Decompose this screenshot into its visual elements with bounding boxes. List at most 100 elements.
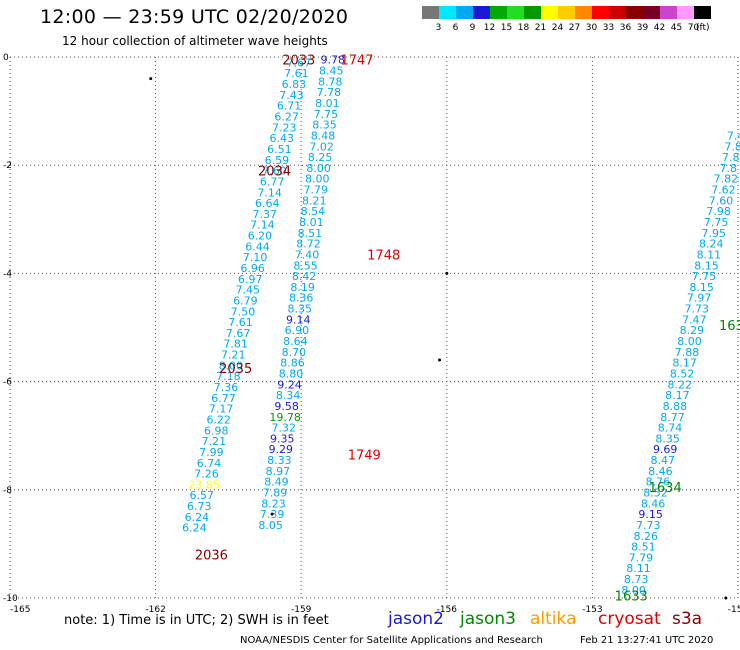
colorbar-swatch <box>490 6 507 19</box>
wave-height-label: 7.32 <box>271 422 296 435</box>
colorbar-swatch <box>643 6 660 19</box>
colorbar-swatch <box>677 6 694 19</box>
wave-height-label: 8.33 <box>267 454 292 467</box>
pass-time-label: 2034 <box>258 165 291 180</box>
wave-height-label: 7.8 <box>724 140 740 153</box>
colorbar-label: 18 <box>517 23 530 33</box>
y-tick-label: -2 <box>3 161 12 171</box>
pass-time-label: 2036 <box>195 549 228 564</box>
wave-height-label: 8.29 <box>680 324 705 337</box>
wave-height-label: 7.43 <box>279 89 304 102</box>
wave-height-label: 6.96 <box>240 262 265 275</box>
colorbar-swatch <box>524 6 541 19</box>
wave-height-label: 6.64 <box>255 197 280 210</box>
pass-time-label: 1633 <box>615 589 648 604</box>
wave-height-label: 7.78 <box>317 86 342 99</box>
island-dot <box>445 271 449 275</box>
wave-height-label: 8.00 <box>305 173 330 186</box>
wave-height-label: 8.45 <box>319 65 344 78</box>
wave-height-label: 6.20 <box>248 230 273 243</box>
y-tick-label: -4 <box>3 269 12 279</box>
colorbar-swatch <box>439 6 456 19</box>
wave-height-label: 8.77 <box>660 411 685 424</box>
wave-height-label: 7.88 <box>675 346 700 359</box>
wave-height-label: 6.79 <box>233 294 258 307</box>
wave-height-label: 7.23 <box>272 121 297 134</box>
wave-height-label: 8.55 <box>293 259 318 272</box>
wave-height-label: 7.75 <box>704 216 729 229</box>
wave-height-label: 6.97 <box>238 273 263 286</box>
mission-cryosat: cryosat <box>598 609 661 629</box>
colorbar-label: 30 <box>585 23 598 33</box>
generated-timestamp: Feb 21 13:27:41 UTC 2020 <box>580 635 714 646</box>
y-tick-label: -6 <box>3 378 12 388</box>
wave-height-label: 6.83 <box>282 78 307 91</box>
wave-height-label: 7.89 <box>263 487 288 500</box>
colorbar-unit: (ft) <box>696 23 710 33</box>
pass-time-label: 2033 <box>282 54 315 69</box>
mission-jason3: jason3 <box>460 609 516 629</box>
wave-height-label: 8.70 <box>282 346 307 359</box>
colorbar-swatch <box>609 6 626 19</box>
wave-height-label: 8.46 <box>641 497 666 510</box>
wave-height-label: 6.77 <box>260 175 285 188</box>
wave-height-label: 8.36 <box>289 292 314 305</box>
wave-height-label: 7.60 <box>709 194 734 207</box>
wave-height-label: 7.95 <box>701 227 726 240</box>
colorbar-label: 6 <box>452 23 459 33</box>
colorbar-swatch <box>473 6 490 19</box>
wave-height-label: 8.34 <box>276 389 301 402</box>
wave-height-label: 19.78 <box>269 411 301 424</box>
x-tick-label: -150 <box>728 605 740 615</box>
wave-height-label: 6.43 <box>270 132 295 145</box>
wave-height-label: 8.00 <box>306 162 331 175</box>
wave-height-label: 7.75 <box>314 108 339 121</box>
colorbar-label: 39 <box>636 23 649 33</box>
wave-height-label: 9.69 <box>653 443 678 456</box>
colorbar-label: 9 <box>469 23 476 33</box>
wave-height-label: 7.62 <box>711 184 736 197</box>
colorbar-label: 24 <box>551 23 564 33</box>
footer-note: note: 1) Time is in UTC; 2) SWH is in fe… <box>64 613 329 628</box>
wave-height-label: 7.21 <box>221 349 246 362</box>
wave-height-label: 6.22 <box>206 413 231 426</box>
mission-jason2: jason2 <box>388 609 444 629</box>
wave-height-label: 8.00 <box>219 359 244 372</box>
wave-height-label: 7.21 <box>202 435 227 448</box>
wave-height-label: 8.48 <box>311 129 336 142</box>
wave-height-label: 7.8 <box>722 151 740 164</box>
y-tick-label: 0 <box>3 53 9 63</box>
wave-height-label: 7.99 <box>199 446 224 459</box>
wave-height-label: 7.82 <box>714 173 739 186</box>
colorbar-label: 12 <box>483 23 496 33</box>
wave-height-label: 8.76 <box>646 476 671 489</box>
wave-height-label: 8.15 <box>689 281 714 294</box>
wave-height-label: 9.35 <box>270 432 295 445</box>
wave-height-label: 9.14 <box>286 313 311 326</box>
wave-height-label: 8.86 <box>280 357 305 370</box>
wave-height-label: 6.74 <box>197 457 222 470</box>
wave-height-label: 8.72 <box>296 238 321 251</box>
wave-height-label: 9.24 <box>277 378 302 391</box>
colorbar-label: 15 <box>500 23 513 33</box>
wave-height-label: 7.37 <box>253 208 278 221</box>
mission-s3a: s3a <box>672 609 703 629</box>
wave-height-label: 8.80 <box>279 367 304 380</box>
wave-height-label: 8.35 <box>312 119 337 132</box>
x-tick-label: -156 <box>437 605 458 615</box>
wave-height-label: 9.58 <box>274 400 299 413</box>
wave-height-label: 8.21 <box>302 194 327 207</box>
wave-height-label: 8.88 <box>663 400 688 413</box>
colorbar-swatch <box>694 6 711 19</box>
wave-height-label: 8.35 <box>655 432 680 445</box>
island-dot <box>438 358 442 362</box>
wave-height-label: 8.47 <box>651 454 676 467</box>
mission-altika: altika <box>530 609 577 629</box>
wave-height-label: 8.64 <box>283 335 308 348</box>
wave-height-label: 6.57 <box>189 489 214 502</box>
wave-height-label: 8.35 <box>287 303 312 316</box>
wave-height-label: 6.24 <box>185 511 210 524</box>
wave-height-label: 8.74 <box>658 422 683 435</box>
wave-height-label: 8.00 <box>677 335 702 348</box>
